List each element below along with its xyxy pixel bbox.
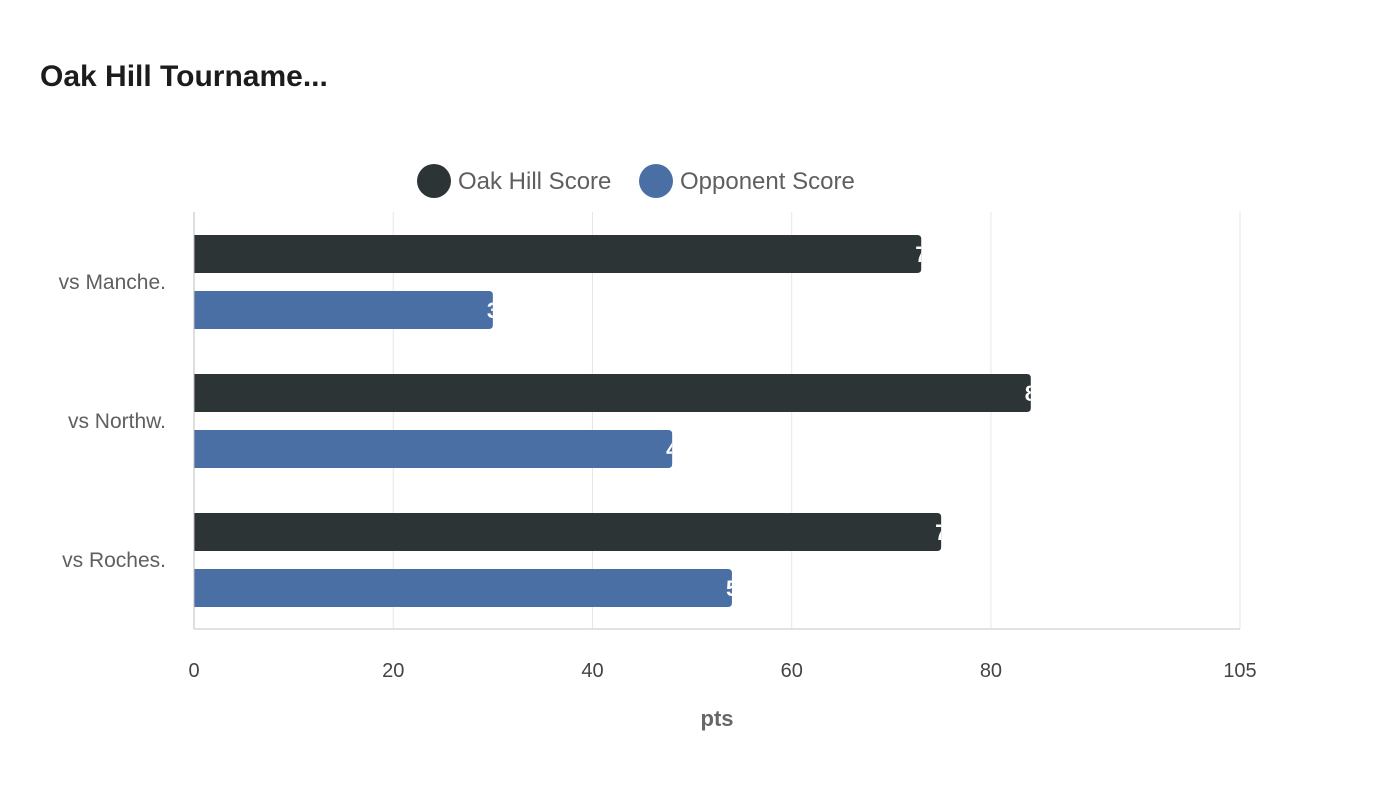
category-label: vs Manche. <box>59 271 166 294</box>
data-label: 75 <box>935 520 959 545</box>
grid-lines <box>392 212 1241 629</box>
x-tick-label: 40 <box>581 660 603 682</box>
legend-label: Oak Hill Score <box>458 168 611 195</box>
chart-title: Oak Hill Tourname... <box>40 60 328 93</box>
legend-swatch <box>639 164 673 198</box>
data-label: 54 <box>726 576 751 601</box>
data-label: 30 <box>487 298 511 323</box>
category-label: vs Roches. <box>62 549 166 572</box>
axes: 0 20 40 60 80 105 vs Manche. vs Northw. vs Roche… <box>59 212 1257 682</box>
x-tick-label: 0 <box>188 660 199 682</box>
bar <box>194 291 493 329</box>
data-label: 84 <box>1025 381 1050 406</box>
bars: 73 30 84 48 75 54 <box>194 235 1050 607</box>
legend-swatch <box>417 164 451 198</box>
x-axis-title: pts <box>701 706 734 731</box>
legend: Oak Hill Score Opponent Score <box>417 164 855 198</box>
bar <box>194 513 942 551</box>
legend-label: Opponent Score <box>680 168 855 195</box>
x-tick-label: 105 <box>1223 660 1256 682</box>
bar <box>194 430 673 468</box>
x-tick-label: 20 <box>382 660 404 682</box>
bar <box>194 569 732 607</box>
category-label: vs Northw. <box>68 410 166 433</box>
data-label: 48 <box>666 437 690 462</box>
bar <box>194 374 1031 412</box>
x-tick-label: 80 <box>980 660 1002 682</box>
data-label: 73 <box>915 242 939 267</box>
x-tick-label: 60 <box>781 660 803 682</box>
bar <box>194 235 922 273</box>
